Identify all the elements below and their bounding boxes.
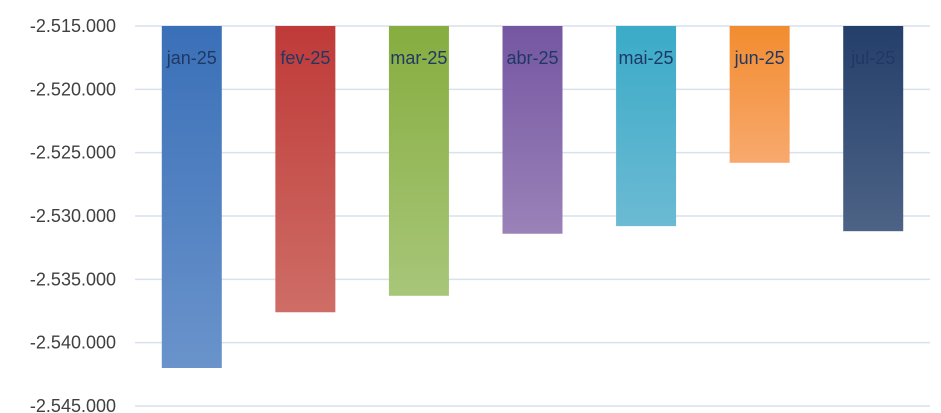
y-tick-label: -2.515.000 bbox=[30, 16, 116, 36]
bar-jul-25 bbox=[843, 26, 904, 232]
category-labels: jan-25 fev-25 mar-25 abr-25 mai-25 jun-25 jul-… bbox=[166, 48, 895, 68]
y-axis-ticks: -2.515.000 -2.520.000 -2.525.000 -2.530.000… bbox=[30, 16, 116, 413]
y-tick-label: -2.535.000 bbox=[30, 269, 116, 289]
y-tick-label: -2.540.000 bbox=[30, 333, 116, 353]
bar-fev-25 bbox=[275, 26, 336, 313]
y-tick-label: -2.545.000 bbox=[30, 396, 116, 413]
bar-mai-25 bbox=[616, 26, 677, 227]
category-label: fev-25 bbox=[280, 48, 330, 68]
category-label: mar-25 bbox=[390, 48, 447, 68]
category-label: jan-25 bbox=[166, 48, 217, 68]
y-tick-label: -2.525.000 bbox=[30, 143, 116, 163]
category-label: jun-25 bbox=[734, 48, 785, 68]
bar-jun-25 bbox=[729, 26, 790, 163]
bar-abr-25 bbox=[502, 26, 563, 234]
bars bbox=[161, 26, 904, 368]
category-label: mai-25 bbox=[619, 48, 674, 68]
category-label: jul-25 bbox=[850, 48, 895, 68]
category-label: abr-25 bbox=[506, 48, 558, 68]
bar-mar-25 bbox=[388, 26, 449, 296]
bar-jan-25 bbox=[161, 26, 222, 368]
y-tick-label: -2.530.000 bbox=[30, 206, 116, 226]
y-tick-label: -2.520.000 bbox=[30, 79, 116, 99]
